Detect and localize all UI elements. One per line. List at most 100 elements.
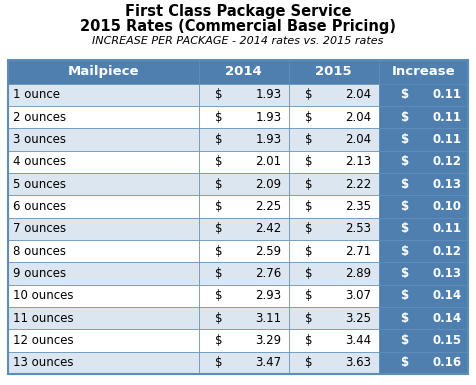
Bar: [378, 151, 468, 173]
Bar: [8, 218, 199, 240]
Bar: [288, 262, 378, 285]
Bar: [378, 106, 468, 128]
Text: $: $: [400, 356, 408, 369]
Text: $: $: [305, 311, 312, 325]
Text: 2.59: 2.59: [255, 244, 281, 258]
Text: $: $: [305, 222, 312, 235]
Text: 2015 Rates (Commercial Base Pricing): 2015 Rates (Commercial Base Pricing): [80, 20, 396, 34]
Text: 0.11: 0.11: [432, 110, 461, 124]
Text: $: $: [215, 267, 222, 280]
Text: 2.76: 2.76: [255, 267, 281, 280]
Bar: [199, 307, 288, 329]
Text: $: $: [400, 334, 408, 347]
Text: 0.10: 0.10: [432, 200, 461, 213]
Bar: [378, 128, 468, 151]
Text: 8 ounces: 8 ounces: [13, 244, 66, 258]
Text: 7 ounces: 7 ounces: [13, 222, 66, 235]
Text: 3.44: 3.44: [345, 334, 371, 347]
Text: 0.14: 0.14: [432, 289, 461, 302]
Text: 2.89: 2.89: [345, 267, 371, 280]
Bar: [8, 195, 199, 218]
Bar: [199, 128, 288, 151]
Text: $: $: [215, 334, 222, 347]
Bar: [8, 285, 199, 307]
Text: 2.01: 2.01: [255, 155, 281, 168]
Bar: [199, 106, 288, 128]
Bar: [288, 285, 378, 307]
Bar: [378, 84, 468, 106]
Bar: [8, 106, 199, 128]
Bar: [288, 173, 378, 195]
Bar: [8, 262, 199, 285]
Text: 2.53: 2.53: [346, 222, 371, 235]
Text: First Class Package Service: First Class Package Service: [125, 4, 351, 19]
Bar: [8, 128, 199, 151]
Text: $: $: [215, 356, 222, 369]
Text: $: $: [305, 267, 312, 280]
Text: 0.11: 0.11: [432, 222, 461, 235]
Text: 0.13: 0.13: [432, 267, 461, 280]
Bar: [378, 352, 468, 374]
Bar: [288, 329, 378, 352]
Bar: [378, 173, 468, 195]
Text: $: $: [400, 311, 408, 325]
Text: 2.04: 2.04: [345, 88, 371, 101]
Bar: [378, 195, 468, 218]
Text: $: $: [400, 155, 408, 168]
Text: $: $: [400, 222, 408, 235]
Bar: [199, 262, 288, 285]
Text: $: $: [400, 110, 408, 124]
Bar: [378, 329, 468, 352]
Bar: [288, 352, 378, 374]
Text: 0.13: 0.13: [432, 177, 461, 191]
Bar: [8, 151, 199, 173]
Text: $: $: [400, 244, 408, 258]
Bar: [199, 285, 288, 307]
Bar: [199, 329, 288, 352]
Text: $: $: [305, 133, 312, 146]
Text: $: $: [215, 133, 222, 146]
Text: $: $: [400, 133, 408, 146]
Text: 0.15: 0.15: [432, 334, 461, 347]
Text: 2.42: 2.42: [255, 222, 281, 235]
Text: 0.14: 0.14: [432, 311, 461, 325]
Text: $: $: [215, 177, 222, 191]
Bar: [8, 60, 199, 84]
Bar: [8, 173, 199, 195]
Bar: [199, 195, 288, 218]
Text: 2014: 2014: [225, 65, 262, 78]
Text: $: $: [215, 110, 222, 124]
Text: $: $: [305, 200, 312, 213]
Bar: [288, 218, 378, 240]
Text: $: $: [215, 311, 222, 325]
Text: 0.12: 0.12: [432, 244, 461, 258]
Bar: [199, 60, 288, 84]
Text: 4 ounces: 4 ounces: [13, 155, 66, 168]
Text: $: $: [215, 155, 222, 168]
Bar: [288, 151, 378, 173]
Text: 0.12: 0.12: [432, 155, 461, 168]
Bar: [378, 240, 468, 262]
Text: 2.22: 2.22: [345, 177, 371, 191]
Bar: [378, 307, 468, 329]
Bar: [288, 106, 378, 128]
Text: 3.07: 3.07: [346, 289, 371, 302]
Text: Mailpiece: Mailpiece: [68, 65, 139, 78]
Text: Increase: Increase: [392, 65, 455, 78]
Text: $: $: [400, 289, 408, 302]
Bar: [199, 151, 288, 173]
Text: 2.09: 2.09: [255, 177, 281, 191]
Bar: [378, 60, 468, 84]
Text: $: $: [305, 244, 312, 258]
Text: $: $: [215, 289, 222, 302]
Bar: [8, 329, 199, 352]
Text: 3.25: 3.25: [346, 311, 371, 325]
Text: 3.47: 3.47: [255, 356, 281, 369]
Bar: [199, 352, 288, 374]
Bar: [288, 195, 378, 218]
Text: $: $: [215, 222, 222, 235]
Bar: [288, 128, 378, 151]
Bar: [8, 240, 199, 262]
Text: 2.04: 2.04: [345, 110, 371, 124]
Text: 2.35: 2.35: [346, 200, 371, 213]
